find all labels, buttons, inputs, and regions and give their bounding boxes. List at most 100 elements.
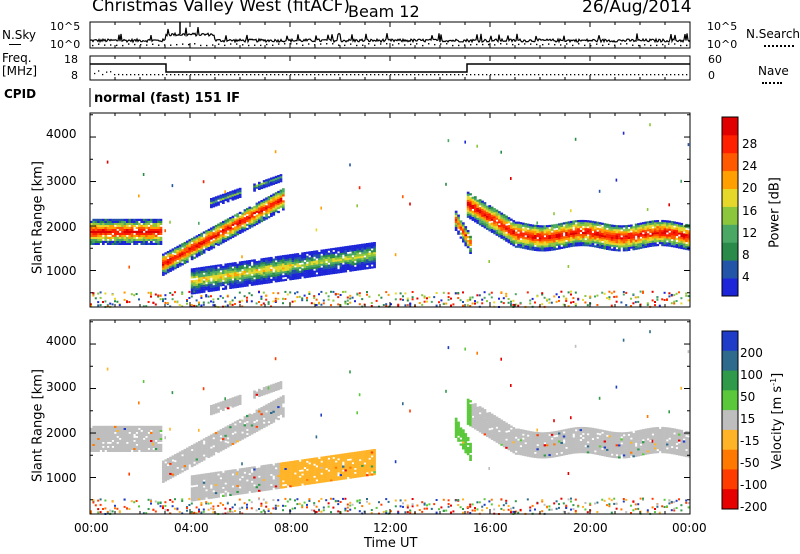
power-cell — [128, 265, 130, 269]
power-cell — [366, 251, 369, 254]
velocity-cell — [109, 443, 112, 446]
power-cell — [106, 240, 110, 243]
power-cell — [534, 230, 537, 233]
power-cell — [555, 233, 559, 236]
power-cell — [370, 260, 374, 263]
power-cell — [205, 230, 208, 233]
nave-dot — [682, 74, 684, 76]
power-cell — [471, 212, 475, 215]
power-cell — [142, 238, 146, 241]
power-cell — [550, 240, 554, 243]
power-cell — [181, 259, 184, 262]
power-cell — [111, 218, 115, 221]
power-cell — [685, 233, 688, 237]
power-cell — [325, 248, 328, 252]
velocity-cell — [224, 474, 228, 477]
nave-dot — [646, 74, 648, 76]
velocity-cell — [128, 445, 132, 448]
velocity-cell — [126, 439, 129, 442]
power-cell — [231, 192, 235, 195]
power-cell — [260, 210, 264, 213]
power-cell — [133, 230, 136, 233]
power-cell — [471, 196, 475, 199]
power-cell — [498, 225, 501, 228]
velocity-cell — [198, 457, 201, 460]
power-cell — [224, 265, 228, 268]
power-cell — [596, 233, 600, 236]
power-cell — [574, 137, 577, 141]
power-cell — [502, 234, 506, 237]
power-cell — [548, 298, 551, 301]
nave-dot — [566, 74, 568, 76]
power-cell — [174, 255, 177, 258]
velocity-cell — [116, 427, 120, 430]
power-cell — [289, 266, 292, 269]
power-cell — [262, 271, 266, 275]
power-cell — [634, 247, 638, 250]
power-cell — [130, 228, 134, 231]
power-cell — [238, 195, 242, 198]
power-cell — [154, 226, 158, 229]
velocity-cell — [200, 439, 204, 442]
power-cell — [169, 251, 172, 254]
power-cell — [632, 302, 635, 305]
power-cell — [147, 220, 151, 223]
velocity-cell — [102, 427, 105, 430]
power-cell — [560, 232, 564, 235]
power-cell — [507, 301, 510, 304]
power-cell — [522, 232, 525, 235]
power-cell — [334, 251, 338, 254]
power-cell — [109, 240, 112, 243]
power-cell — [286, 254, 290, 257]
power-cell — [243, 278, 247, 281]
power-cell — [226, 281, 230, 284]
power-cell — [97, 224, 100, 227]
power-cell — [265, 279, 268, 282]
power-cell — [265, 197, 268, 200]
velocity-cell — [222, 484, 225, 487]
velocity-cell — [200, 497, 204, 501]
power-cell — [354, 248, 357, 251]
velocity-cell — [198, 510, 200, 513]
power-cell — [488, 217, 492, 220]
velocity-cell — [126, 429, 129, 432]
nave-legend-line — [762, 82, 782, 84]
velocity-cell — [229, 471, 232, 474]
power-cell — [322, 253, 326, 256]
power-cell — [622, 235, 626, 238]
power-cell — [277, 267, 280, 271]
power-cell — [212, 275, 216, 278]
power-cell — [224, 277, 228, 280]
power-cell — [538, 231, 542, 234]
velocity-cell — [236, 403, 240, 406]
noise-search-dot — [392, 44, 394, 46]
power-cell — [541, 229, 544, 232]
power-cell — [106, 220, 110, 223]
power-cell — [106, 228, 110, 231]
velocity-cell — [190, 491, 194, 494]
power-cell — [109, 228, 112, 231]
power-cell — [618, 225, 621, 228]
velocity-cell — [92, 500, 95, 503]
power-cell — [246, 215, 249, 219]
power-cell — [591, 240, 595, 244]
power-cell — [248, 276, 252, 279]
velocity-cell — [198, 474, 201, 477]
power-cell — [205, 294, 208, 297]
power-cell — [656, 222, 660, 225]
power-cell — [574, 304, 577, 307]
power-cell — [550, 226, 554, 229]
power-cell — [178, 250, 182, 253]
power-cell — [339, 260, 343, 263]
nave-dot — [314, 74, 316, 76]
power-cell — [562, 226, 566, 229]
velocity-cell — [92, 427, 96, 430]
power-cell — [361, 249, 364, 252]
velocity-cell — [238, 470, 242, 473]
power-cell — [97, 238, 100, 241]
power-cell — [248, 206, 252, 209]
velocity-cell — [217, 477, 220, 480]
power-cell — [248, 222, 252, 225]
power-cell — [459, 226, 463, 229]
velocity-cell — [224, 486, 228, 489]
